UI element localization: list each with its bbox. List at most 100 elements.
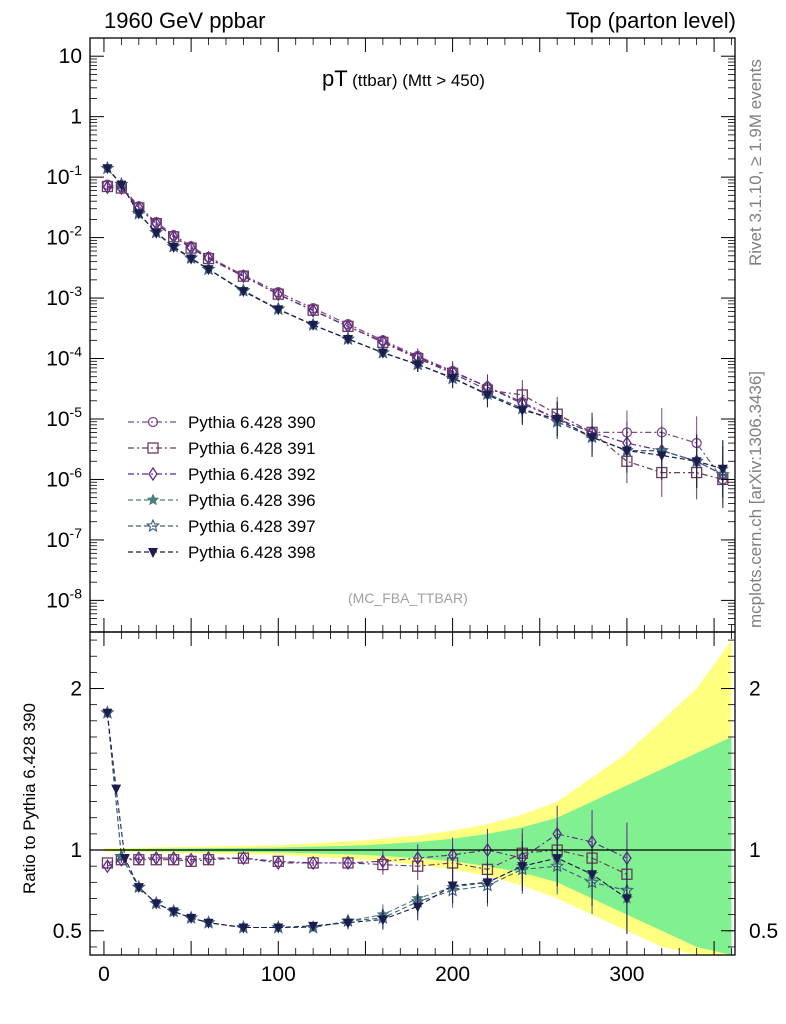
data-point: [168, 850, 179, 866]
data-point: [517, 406, 528, 417]
data-point: [238, 850, 249, 866]
legend-label: Pythia 6.428 397: [188, 517, 316, 536]
legend-marker: [148, 466, 158, 482]
plot-title-sub: (ttbar) (Mtt > 450): [352, 71, 485, 90]
series-main-s398: [102, 164, 728, 498]
legend-marker: [148, 548, 158, 558]
data-point: [377, 915, 388, 926]
mcplots-label: mcplots.cern.ch [arXiv:1306.3436]: [746, 370, 765, 628]
data-point: [203, 850, 214, 866]
series-line: [107, 186, 724, 476]
legend-item: Pythia 6.428 390: [128, 413, 316, 432]
legend-marker: [146, 493, 160, 506]
legend-label: Pythia 6.428 391: [188, 439, 316, 458]
data-point: [412, 360, 423, 371]
data-point: [273, 305, 284, 316]
data-point: [238, 269, 249, 284]
data-point: [308, 921, 319, 932]
data-point: [482, 390, 493, 401]
legend-item: Pythia 6.428 397: [128, 517, 316, 536]
ratio-y-tick-label-left: 0.5: [53, 920, 82, 943]
analysis-tag: (MC_FBA_TTBAR): [348, 590, 468, 606]
x-tick-label: 200: [435, 963, 470, 986]
data-point: [308, 855, 318, 871]
data-point: [621, 446, 632, 457]
data-point: [119, 854, 130, 865]
data-point: [102, 859, 113, 874]
data-point: [111, 784, 122, 795]
data-point: [151, 850, 162, 866]
data-point: [691, 457, 702, 468]
legend-item: Pythia 6.428 392: [128, 465, 316, 484]
data-point: [116, 180, 127, 191]
legend-label: Pythia 6.428 398: [188, 543, 316, 562]
data-point: [308, 303, 318, 318]
x-tick-label: 100: [261, 963, 296, 986]
ratio-y-label: Ratio to Pythia 6.428 390: [20, 703, 39, 894]
y-tick-label: 10-2: [46, 223, 82, 250]
data-point: [168, 907, 179, 918]
ratio-y-tick-label-left: 2: [70, 678, 82, 701]
data-point: [343, 918, 353, 929]
x-tick-label: 300: [609, 963, 644, 986]
data-point: [102, 708, 113, 719]
legend-marker: [147, 416, 159, 428]
data-point: [517, 862, 528, 873]
data-point: [343, 855, 353, 871]
data-point: [102, 164, 113, 175]
data-point: [168, 242, 179, 253]
data-point: [238, 923, 249, 934]
rivet-label: Rivet 3.1.10, ≥ 1.9M events: [746, 59, 765, 266]
header-left: 1960 GeV ppbar: [104, 8, 266, 33]
legend-item: Pythia 6.428 396: [128, 491, 316, 510]
legend-label: Pythia 6.428 396: [188, 491, 316, 510]
data-point: [186, 254, 197, 265]
data-point: [412, 902, 423, 913]
data-point: [447, 847, 458, 863]
y-tick-label: 10-3: [46, 283, 82, 310]
ratio-y-tick-label-right: 0.5: [749, 920, 778, 943]
legend-label: Pythia 6.428 390: [188, 413, 316, 432]
data-point: [447, 373, 458, 384]
header-right: Top (parton level): [566, 8, 736, 33]
data-point: [102, 180, 113, 195]
x-tick-label: 0: [98, 963, 110, 986]
legend: Pythia 6.428 390 Pythia 6.428 391 Pythia 6…: [128, 413, 316, 562]
main-series: [100, 160, 730, 509]
data-point: [273, 287, 284, 302]
legend-marker: [147, 442, 159, 454]
series-line: [107, 184, 724, 480]
ratio-y-tick-label-right: 1: [749, 839, 761, 862]
legend-item: Pythia 6.428 398: [128, 543, 316, 562]
data-point: [717, 464, 728, 475]
y-tick-label: 10-4: [46, 344, 82, 371]
y-tick-label: 10-8: [46, 585, 82, 612]
data-point: [587, 433, 598, 444]
data-point: [412, 850, 423, 866]
data-point: [482, 842, 493, 858]
data-point: [203, 265, 214, 276]
ratio-y-tick-label-left: 1: [70, 839, 82, 862]
series-main-s390: [102, 179, 728, 509]
data-point: [343, 335, 353, 346]
ratio-y-tick-label-right: 2: [749, 678, 761, 701]
y-tick-label: 10-7: [46, 525, 82, 552]
data-point: [151, 228, 162, 239]
data-point: [151, 899, 162, 910]
y-tick-label: 1: [70, 106, 82, 129]
data-point: [186, 852, 196, 867]
legend-label: Pythia 6.428 392: [188, 465, 316, 484]
data-point: [238, 287, 249, 298]
data-point: [656, 451, 667, 462]
data-point: [587, 870, 598, 881]
series-main-s391: [101, 180, 729, 509]
plot-title-main: pT: [322, 66, 348, 91]
data-point: [134, 850, 144, 866]
data-point: [273, 855, 284, 871]
data-point: [621, 894, 632, 905]
data-point: [377, 348, 388, 359]
plot-frames: [89, 37, 736, 956]
legend-item: Pythia 6.428 391: [128, 439, 316, 458]
